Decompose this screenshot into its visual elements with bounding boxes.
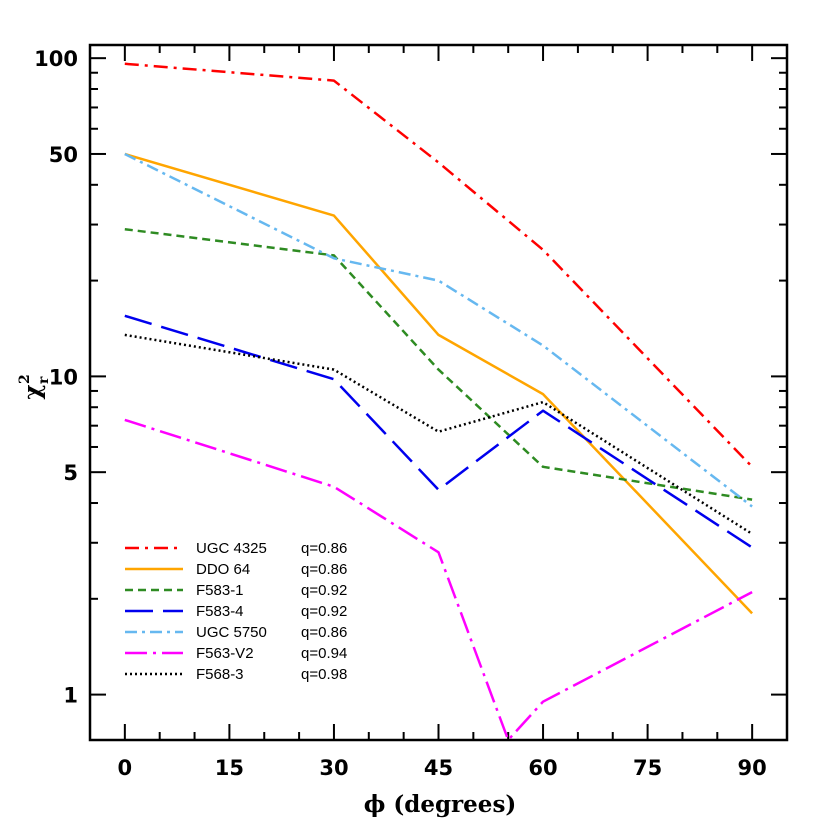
series-line-f583-4: [124, 314, 753, 549]
series-line-f563-v2: [124, 418, 753, 742]
x-axis-title: ϕ (degrees): [364, 791, 517, 818]
plot-frame: [88, 43, 789, 742]
series-lines: [124, 62, 754, 742]
x-tick-label: 60: [528, 756, 557, 780]
y-tick-label: 1: [63, 684, 78, 708]
legend-q-value: q=0.92: [301, 582, 347, 599]
y-tick-label: 100: [34, 47, 78, 71]
series-line-ugc-5750: [124, 152, 753, 508]
svg-text:χ: χ: [19, 384, 46, 399]
legend-q-value: q=0.94: [301, 645, 347, 662]
x-tick-label: 90: [738, 756, 767, 780]
legend-q-value: q=0.92: [301, 603, 347, 620]
y-tick-label: 10: [49, 365, 78, 389]
x-tick-label: 45: [424, 756, 453, 780]
legend-label: F583-1: [196, 582, 244, 599]
x-tick-label: 15: [215, 756, 244, 780]
legend-label: F563-V2: [196, 645, 254, 662]
legend-label: F568-3: [196, 666, 244, 683]
legend-q-value: q=0.86: [301, 540, 347, 557]
x-tick-label: 30: [319, 756, 348, 780]
y-tick-label: 5: [63, 461, 78, 485]
y-tick-label: 50: [49, 143, 78, 167]
legend-q-value: q=0.98: [301, 666, 347, 683]
legend-label: UGC 5750: [196, 624, 267, 641]
ticks: [90, 45, 787, 740]
series-line-ddo-64: [124, 152, 754, 615]
legend-q-value: q=0.86: [301, 624, 347, 641]
series-line-ugc-4325: [124, 62, 754, 468]
series-line-f568-3: [124, 333, 753, 535]
x-tick-label: 0: [118, 756, 133, 780]
y-axis-title: χ 2 r: [17, 374, 52, 399]
y-axis-title-sub: r: [36, 376, 52, 384]
legend: UGC 4325 q=0.86 DDO 64 q=0.86 F583-1 q=0.92 F5…: [125, 540, 347, 683]
series-line-f583-1: [124, 227, 753, 501]
y-axis-title-base: χ: [19, 384, 46, 399]
legend-q-value: q=0.86: [301, 561, 347, 578]
legend-label: F583-4: [196, 603, 244, 620]
legend-label: UGC 4325: [196, 540, 267, 557]
x-tick-label: 75: [633, 756, 662, 780]
y-axis-title-sup: 2: [17, 374, 33, 384]
legend-label: DDO 64: [196, 561, 250, 578]
